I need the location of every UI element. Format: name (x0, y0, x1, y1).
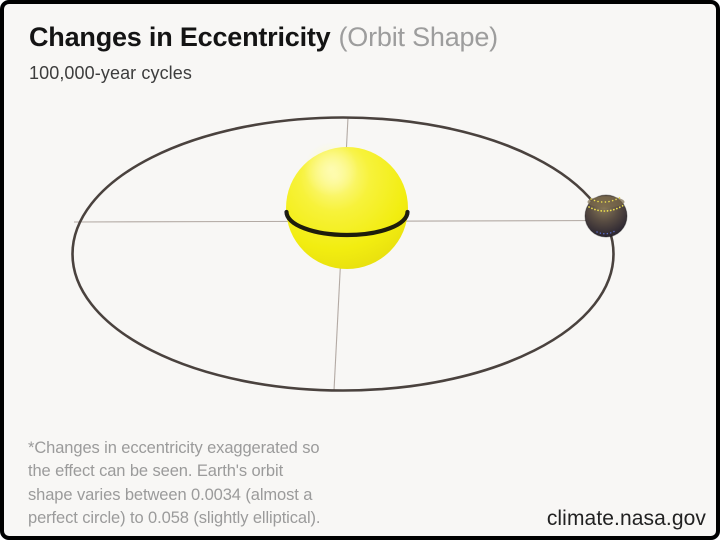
page-title: Changes in Eccentricity (Orbit Shape) (29, 23, 498, 51)
footnote-line-2: the effect can be seen. Earth's orbit (28, 462, 284, 481)
subtitle: 100,000-year cycles (29, 63, 192, 84)
sun-equator-ring (284, 209, 410, 238)
footnote: *Changes in eccentricity exaggerated so … (28, 437, 321, 531)
header: Changes in Eccentricity (Orbit Shape) 100… (29, 23, 498, 84)
footnote-line-1: *Changes in eccentricity exaggerated so (28, 439, 320, 457)
earth (584, 194, 628, 238)
city-lights-arc-upper (590, 196, 622, 203)
orbit-ellipse (71, 116, 615, 392)
city-lights-arc-blue (596, 230, 616, 235)
orbit-diagram (71, 116, 628, 392)
city-lights-arc-lower (588, 204, 625, 212)
site-url: climate.nasa.gov (546, 507, 706, 530)
sun-highlight (304, 142, 358, 196)
title-secondary: (Orbit Shape) (338, 22, 499, 52)
sun (284, 142, 410, 269)
footnote-line-3: shape varies between 0.0034 (almost a (28, 485, 313, 504)
footnote-line-4: perfect circle) to 0.058 (slightly ellip… (28, 509, 321, 528)
title-main: Changes in Eccentricity (29, 22, 331, 52)
